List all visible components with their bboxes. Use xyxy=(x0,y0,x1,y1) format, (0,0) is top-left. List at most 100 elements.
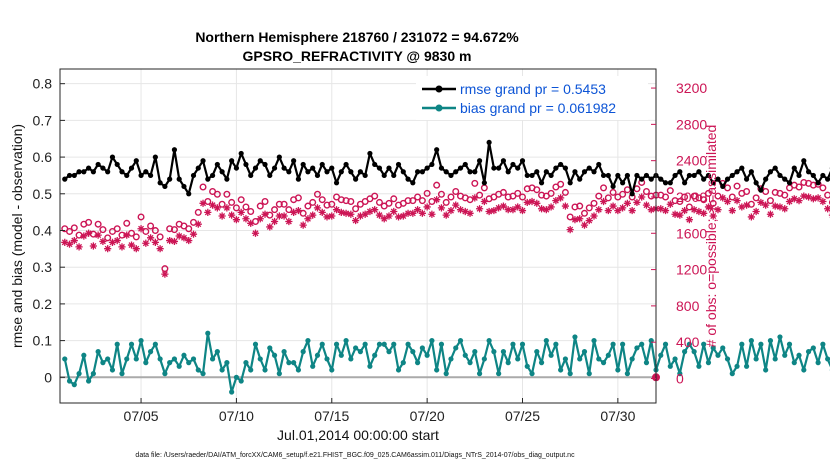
rmse-point xyxy=(586,165,592,171)
bias-point xyxy=(443,371,449,377)
bias-point xyxy=(157,356,163,362)
bias-point xyxy=(524,363,530,369)
obs-assimilated-point xyxy=(404,209,412,217)
rmse-point xyxy=(558,161,564,168)
bias-point xyxy=(677,371,683,377)
bias-point xyxy=(472,349,478,355)
y-axis-right-label: # of obs: o=possible; ∗=assimilated xyxy=(703,125,719,348)
obs-assimilated-point xyxy=(399,212,407,220)
obs-assimilated-point xyxy=(442,211,450,219)
bias-point xyxy=(362,341,368,347)
bias-point xyxy=(462,352,468,358)
bias-point xyxy=(367,363,373,369)
obs-assimilated-point xyxy=(590,212,598,220)
rmse-point xyxy=(314,172,321,179)
obs-possible-point xyxy=(275,200,283,208)
bias-point xyxy=(162,371,168,377)
obs-possible-point xyxy=(223,190,231,198)
y-right-tick-label: 2000 xyxy=(676,189,707,205)
y-tick-label: 0.1 xyxy=(33,333,53,349)
obs-assimilated-point xyxy=(542,206,550,214)
rmse-point xyxy=(200,158,206,164)
rmse-point xyxy=(624,172,630,179)
bias-point xyxy=(801,367,807,373)
obs-possible-point xyxy=(518,193,526,201)
obs-assimilated-point xyxy=(242,215,250,223)
rmse-point xyxy=(596,161,602,168)
bias-point xyxy=(310,363,316,369)
bias-point xyxy=(643,360,650,366)
obs-assimilated-point xyxy=(251,229,260,237)
obs-possible-point xyxy=(85,218,93,226)
y-tick-label: 0 xyxy=(44,369,52,385)
obs-possible-point xyxy=(600,184,608,192)
obs-assimilated-point xyxy=(189,230,198,238)
bias-point xyxy=(138,338,144,344)
obs-assimilated-point xyxy=(342,209,350,217)
obs-assimilated-point xyxy=(223,204,231,212)
obs-assimilated-point xyxy=(285,217,293,226)
obs-assimilated-point xyxy=(356,212,364,220)
rmse-point xyxy=(772,165,778,171)
rmse-point xyxy=(400,169,406,175)
rmse-point xyxy=(572,169,578,175)
bias-point xyxy=(109,367,116,373)
bias-point xyxy=(634,345,640,351)
obs-assimilated-point xyxy=(762,201,770,209)
obs-possible-point xyxy=(409,197,417,205)
obs-assimilated-point xyxy=(75,243,83,251)
y-right-tick-label: 1600 xyxy=(676,225,707,241)
obs-assimilated-point xyxy=(576,215,584,223)
bias-point xyxy=(95,349,101,355)
rmse-point xyxy=(710,180,716,186)
bias-point xyxy=(271,352,278,358)
rmse-point xyxy=(90,169,96,175)
bias-point xyxy=(343,338,349,344)
obs-assimilated-point xyxy=(819,197,827,206)
rmse-point xyxy=(343,161,349,168)
x-tick-label: 07/10 xyxy=(219,408,254,424)
legend-bias-label: bias grand pr = 0.061982 xyxy=(460,100,616,116)
obs-possible-point xyxy=(681,193,689,201)
obs-assimilated-point xyxy=(781,205,789,213)
bias-point xyxy=(257,356,263,362)
y-axis-label: rmse and bias (model - observation) xyxy=(9,124,25,348)
obs-assimilated-point xyxy=(566,226,574,234)
bias-point xyxy=(295,367,301,373)
bias-point xyxy=(429,338,435,344)
obs-assimilated-point xyxy=(337,208,345,217)
obs-assimilated-point xyxy=(328,212,336,220)
obs-assimilated-point xyxy=(180,234,188,242)
obs-possible-point xyxy=(561,188,569,196)
obs-assimilated-point xyxy=(561,202,570,210)
obs-possible-point xyxy=(199,183,207,191)
obs-possible-point xyxy=(385,199,393,207)
obs-assimilated-point xyxy=(299,221,307,229)
obs-assimilated-point xyxy=(742,201,751,209)
obs-assimilated-point xyxy=(423,203,431,211)
bias-point xyxy=(596,356,602,362)
rmse-point xyxy=(519,158,526,164)
rmse-point xyxy=(496,165,502,171)
obs-possible-point xyxy=(147,222,155,230)
bias-point xyxy=(300,349,306,355)
rmse-point xyxy=(743,176,750,182)
obs-assimilated-point xyxy=(647,206,655,214)
rmse-point xyxy=(763,176,769,182)
obs-possible-point xyxy=(642,188,650,196)
obs-possible-point xyxy=(504,193,512,201)
obs-assimilated-point xyxy=(418,209,426,217)
obs-possible-point xyxy=(352,205,360,213)
bias-point xyxy=(820,341,826,347)
obs-assimilated-point xyxy=(504,206,512,214)
obs-assimilated-point xyxy=(375,211,384,219)
obs-assimilated-point xyxy=(452,201,460,209)
bias-point xyxy=(620,341,626,347)
bias-point xyxy=(791,360,797,366)
bias-point xyxy=(353,345,359,351)
obs-assimilated-point xyxy=(623,199,631,207)
rmse-point xyxy=(634,172,640,179)
obs-possible-point xyxy=(423,189,431,197)
rmse-point xyxy=(796,172,802,179)
